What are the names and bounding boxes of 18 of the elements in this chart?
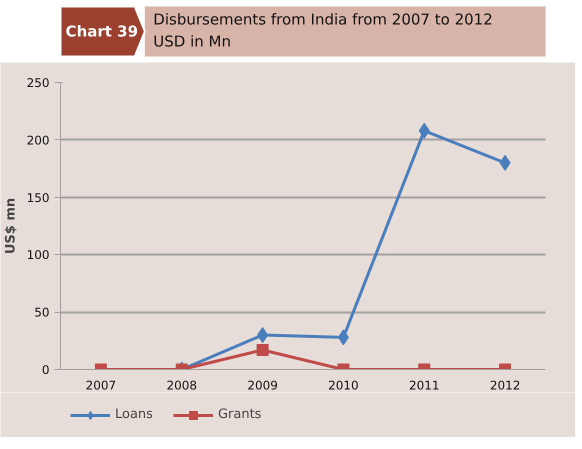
y-axis-title: US$ mn (4, 198, 19, 254)
chart-title: Disbursements from India from 2007 to 2012 (153, 10, 493, 28)
legend-label: Loans (115, 407, 153, 422)
y-tick-label: 100 (26, 248, 50, 262)
y-tick-label: 0 (42, 363, 50, 377)
x-tick-label: 2012 (490, 378, 520, 392)
legend-label: Grants (218, 407, 262, 422)
y-tick-label: 50 (34, 306, 50, 320)
x-tick-label: 2010 (328, 378, 359, 392)
x-tick-label: 2008 (166, 378, 198, 392)
y-tick-label: 200 (26, 133, 50, 148)
x-tick-label: 2011 (408, 378, 440, 392)
x-tick-label: 2009 (247, 378, 278, 392)
chart-subtitle: USD in Mn (153, 32, 231, 50)
x-tick-label: 2007 (86, 378, 116, 392)
y-tick-label: 250 (26, 76, 50, 90)
caption: Chart 39 (66, 22, 138, 40)
y-tick-label: 150 (26, 190, 50, 205)
